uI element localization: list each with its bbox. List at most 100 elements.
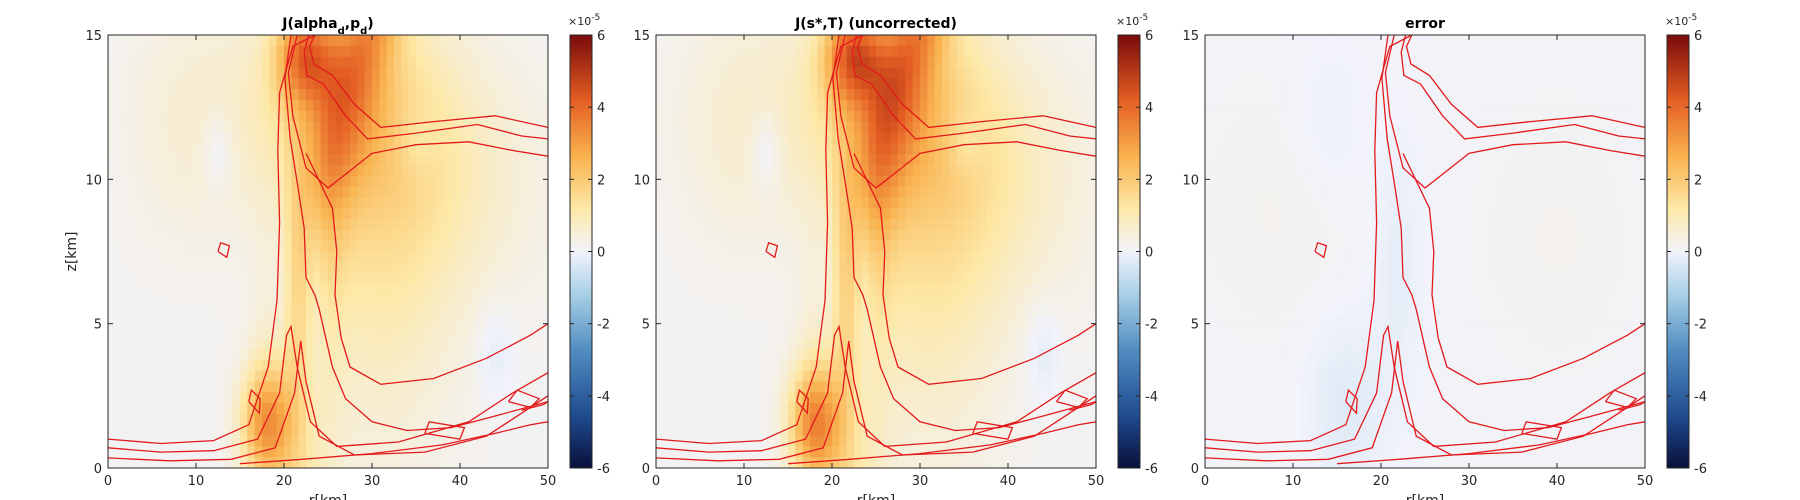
heat-cell xyxy=(166,370,175,382)
heat-cell xyxy=(166,273,175,285)
heat-cell xyxy=(846,283,855,296)
heat-cell xyxy=(839,78,848,90)
heat-cell xyxy=(496,240,505,253)
heat-cell xyxy=(1022,294,1031,307)
heat-cell xyxy=(482,78,490,90)
heat-cell xyxy=(1000,316,1009,328)
heat-cell xyxy=(1015,89,1024,101)
heat-cell xyxy=(386,240,395,253)
heat-cell xyxy=(795,89,804,101)
heat-cell xyxy=(269,175,278,188)
heat-cell xyxy=(949,457,958,468)
heat-cell xyxy=(824,457,833,468)
heat-cell xyxy=(489,446,498,458)
heat-cell xyxy=(313,370,322,382)
heat-cell xyxy=(533,186,542,198)
heat-cell xyxy=(188,424,197,437)
heat-cell xyxy=(137,273,146,285)
heat-cell xyxy=(254,316,263,328)
heat-cell xyxy=(379,56,388,69)
heat-cell xyxy=(1088,273,1096,285)
heat-cell xyxy=(504,121,512,134)
heat-cell xyxy=(445,251,454,263)
heat-cell xyxy=(942,35,950,47)
heat-cell xyxy=(306,457,314,468)
heat-cell xyxy=(751,164,760,177)
heat-cell xyxy=(692,132,701,144)
heat-cell xyxy=(656,35,664,47)
heat-cell xyxy=(1000,370,1009,382)
heat-cell xyxy=(678,413,686,426)
heat-cell xyxy=(868,229,877,242)
heat-cell xyxy=(766,283,774,296)
heat-cell xyxy=(137,208,146,220)
heat-cell xyxy=(430,240,439,253)
heat-cell xyxy=(773,132,782,144)
heat-cell xyxy=(839,262,848,274)
heat-cell xyxy=(714,121,723,134)
heat-cell xyxy=(533,219,542,231)
heat-cell xyxy=(504,348,512,361)
heat-cell xyxy=(824,121,833,134)
heat-cell xyxy=(707,262,716,274)
heat-cell xyxy=(1088,240,1096,253)
heat-cell xyxy=(188,208,197,220)
heat-cell xyxy=(868,446,877,458)
heat-cell xyxy=(1008,316,1016,328)
heat-cell xyxy=(707,457,716,468)
heat-cell xyxy=(540,305,548,318)
heat-cell xyxy=(526,121,534,134)
heat-cell xyxy=(854,381,862,393)
heat-cell xyxy=(401,45,410,58)
heat-cell xyxy=(883,273,892,285)
heat-cell xyxy=(438,316,446,328)
heat-cell xyxy=(474,132,483,144)
heat-cell xyxy=(159,240,168,253)
heat-cell xyxy=(122,89,131,101)
heat-cell xyxy=(137,229,146,242)
heat-cell xyxy=(700,132,708,144)
heat-cell xyxy=(802,35,811,47)
heat-cell xyxy=(130,219,138,231)
heat-cell xyxy=(218,186,226,198)
heat-cell xyxy=(210,143,219,155)
heat-cell xyxy=(729,56,738,69)
heat-cell xyxy=(269,283,278,296)
heat-cell xyxy=(166,457,175,468)
heat-cell xyxy=(181,219,190,231)
heat-cell xyxy=(656,89,664,101)
heat-cell xyxy=(320,56,329,69)
heat-cell xyxy=(438,381,446,393)
heat-cell xyxy=(130,197,138,209)
heat-cell xyxy=(670,121,679,134)
heat-cell xyxy=(795,370,804,382)
heat-cell xyxy=(416,359,424,372)
heat-cell xyxy=(663,45,672,58)
heat-cell xyxy=(408,316,417,328)
heat-cell xyxy=(247,262,256,274)
heat-cell xyxy=(152,56,160,69)
heat-cell xyxy=(240,370,248,382)
heat-cell xyxy=(758,403,767,415)
heat-cell xyxy=(890,370,899,382)
heat-cell xyxy=(518,359,527,372)
heat-cell xyxy=(971,294,980,307)
heat-cell xyxy=(232,381,241,393)
heat-cell xyxy=(416,219,424,231)
heat-cell xyxy=(467,305,476,318)
heat-cell xyxy=(854,110,862,123)
heat-cell xyxy=(474,359,483,372)
heat-cell xyxy=(218,338,226,350)
heat-cell xyxy=(276,403,285,415)
heat-cell xyxy=(240,45,248,58)
heat-cell xyxy=(780,457,789,468)
heat-cell xyxy=(196,381,204,393)
heat-cell xyxy=(751,294,760,307)
heat-cell xyxy=(1022,273,1031,285)
heat-cell xyxy=(839,273,848,285)
heat-cell xyxy=(482,262,490,274)
heat-cell xyxy=(1074,121,1082,134)
heat-cell xyxy=(854,370,862,382)
heat-cell xyxy=(795,99,804,112)
heat-cell xyxy=(467,381,476,393)
